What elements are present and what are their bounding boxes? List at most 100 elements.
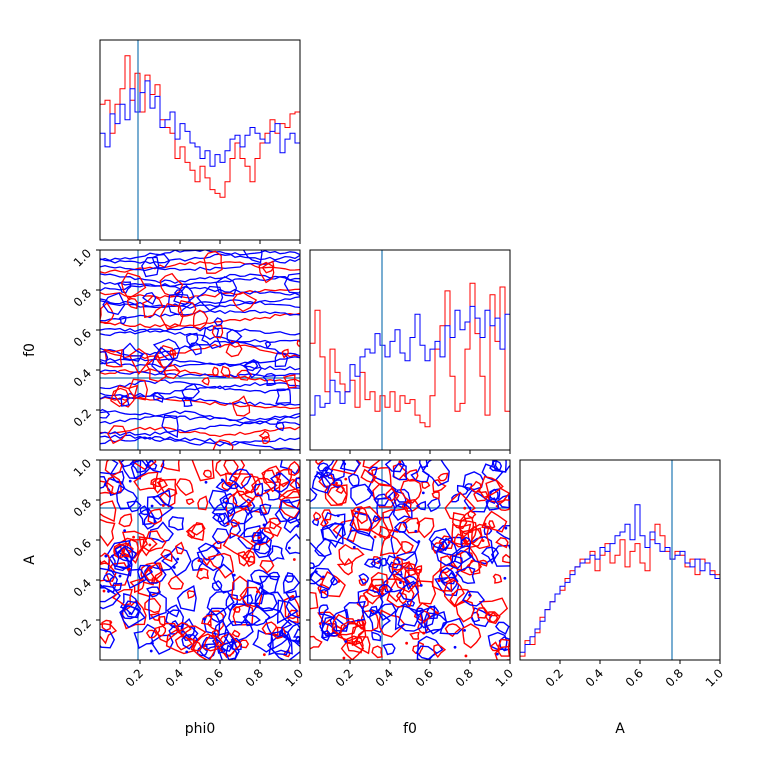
contour-blob [230,637,243,651]
contour-dot [150,504,154,508]
contour-dot [398,460,402,464]
contour-blob [259,559,275,574]
contour-blob [100,408,111,419]
contour-blob [276,599,299,625]
contour-blob [168,516,185,531]
contour-blob [362,583,385,605]
contour-blob [451,492,461,503]
contour-blob [279,460,300,476]
contour-blob [228,603,251,627]
contour-blob [128,378,148,401]
contour-blob [222,532,255,560]
contour-blob [113,543,126,559]
contour-dot [373,535,377,539]
contour-blob [230,575,249,602]
contour-blob [247,555,256,563]
contour-blob [113,384,139,408]
contour-blob [231,395,251,417]
contour-blob [324,483,348,507]
contour-blob [102,292,126,316]
contour-blob [489,611,499,624]
contour-blob [160,548,173,563]
contour-blob [473,490,489,502]
contour-line [100,369,300,378]
contour-blob [415,500,427,511]
contour-blob [181,383,200,401]
contour-blob [405,499,421,512]
contour-blob [366,476,397,500]
contour-blob [100,585,121,610]
x-axis-title-f0: f0 [403,721,417,737]
contour-dot [127,567,131,571]
contour-blob [202,634,225,652]
contour-dot [199,568,203,572]
contour-blob [100,351,109,365]
contour-blob [485,478,510,503]
contour-blob [421,460,450,487]
contour-blob [495,621,510,635]
contour-blob [196,285,224,312]
x-tick-label-A: 1.0 [703,666,726,689]
x-tick-label-A: 0.8 [663,666,686,689]
contour-blob [336,557,354,576]
y-axis-title-f0: f0 [22,343,38,357]
contour-blob [350,483,374,506]
contour-dot [226,522,230,526]
contour-blob [460,527,484,549]
contour-blob [225,644,238,660]
contour-blob [467,510,477,519]
contour-blob [232,291,258,313]
panel-A-f0 [310,460,510,660]
contour-blob [242,358,259,372]
contour-blob [392,503,413,522]
x-tick-label-phi0: 0.2 [123,666,146,689]
contour-blob [246,579,265,605]
contour-blob [339,620,366,646]
contour-blob [207,552,235,579]
contour-blob [479,559,488,567]
contour-blob [166,604,180,618]
contour-blob [100,586,118,603]
contour-line [100,435,300,450]
contour-blob [139,505,150,516]
contour-blob [310,487,318,503]
contour-blob [231,629,241,638]
contour-blob [431,568,453,592]
contour-blob [111,588,133,606]
contour-blob [196,544,225,572]
histogram-A-red [520,523,720,657]
contour-blob [453,550,472,565]
contour-blob [368,608,391,634]
contour-blob [122,600,142,619]
contour-blob [254,590,278,612]
y-tick-label-f0: 0.8 [71,286,94,309]
contour-blob [378,583,394,598]
contour-dot [277,472,281,476]
contour-blob [152,489,171,506]
contour-blob [434,576,460,597]
x-axis-title-phi0: phi0 [185,721,216,737]
contour-blob [129,578,145,594]
contour-blob [409,631,420,640]
contour-blob [440,554,457,574]
contour-blob [476,607,488,619]
contour-dot [417,540,421,543]
contour-blob [213,619,230,647]
contour-dot [204,480,208,484]
panel-A-phi0 [100,460,300,660]
contour-blob [497,638,510,657]
contour-blob [258,575,280,596]
contour-dot [344,640,348,643]
panel-frame [99,459,301,661]
contour-blob [349,509,372,533]
contour-blob [438,567,457,585]
contour-dot [262,653,266,657]
contour-dot [234,476,238,480]
x-tick-label-f0: 1.0 [493,666,516,689]
contour-blob [253,482,264,497]
contour-blob [376,557,387,567]
contour-blob [228,468,252,490]
contour-blob [117,281,132,294]
contour-dot [104,629,108,633]
contour-blob [330,460,362,476]
